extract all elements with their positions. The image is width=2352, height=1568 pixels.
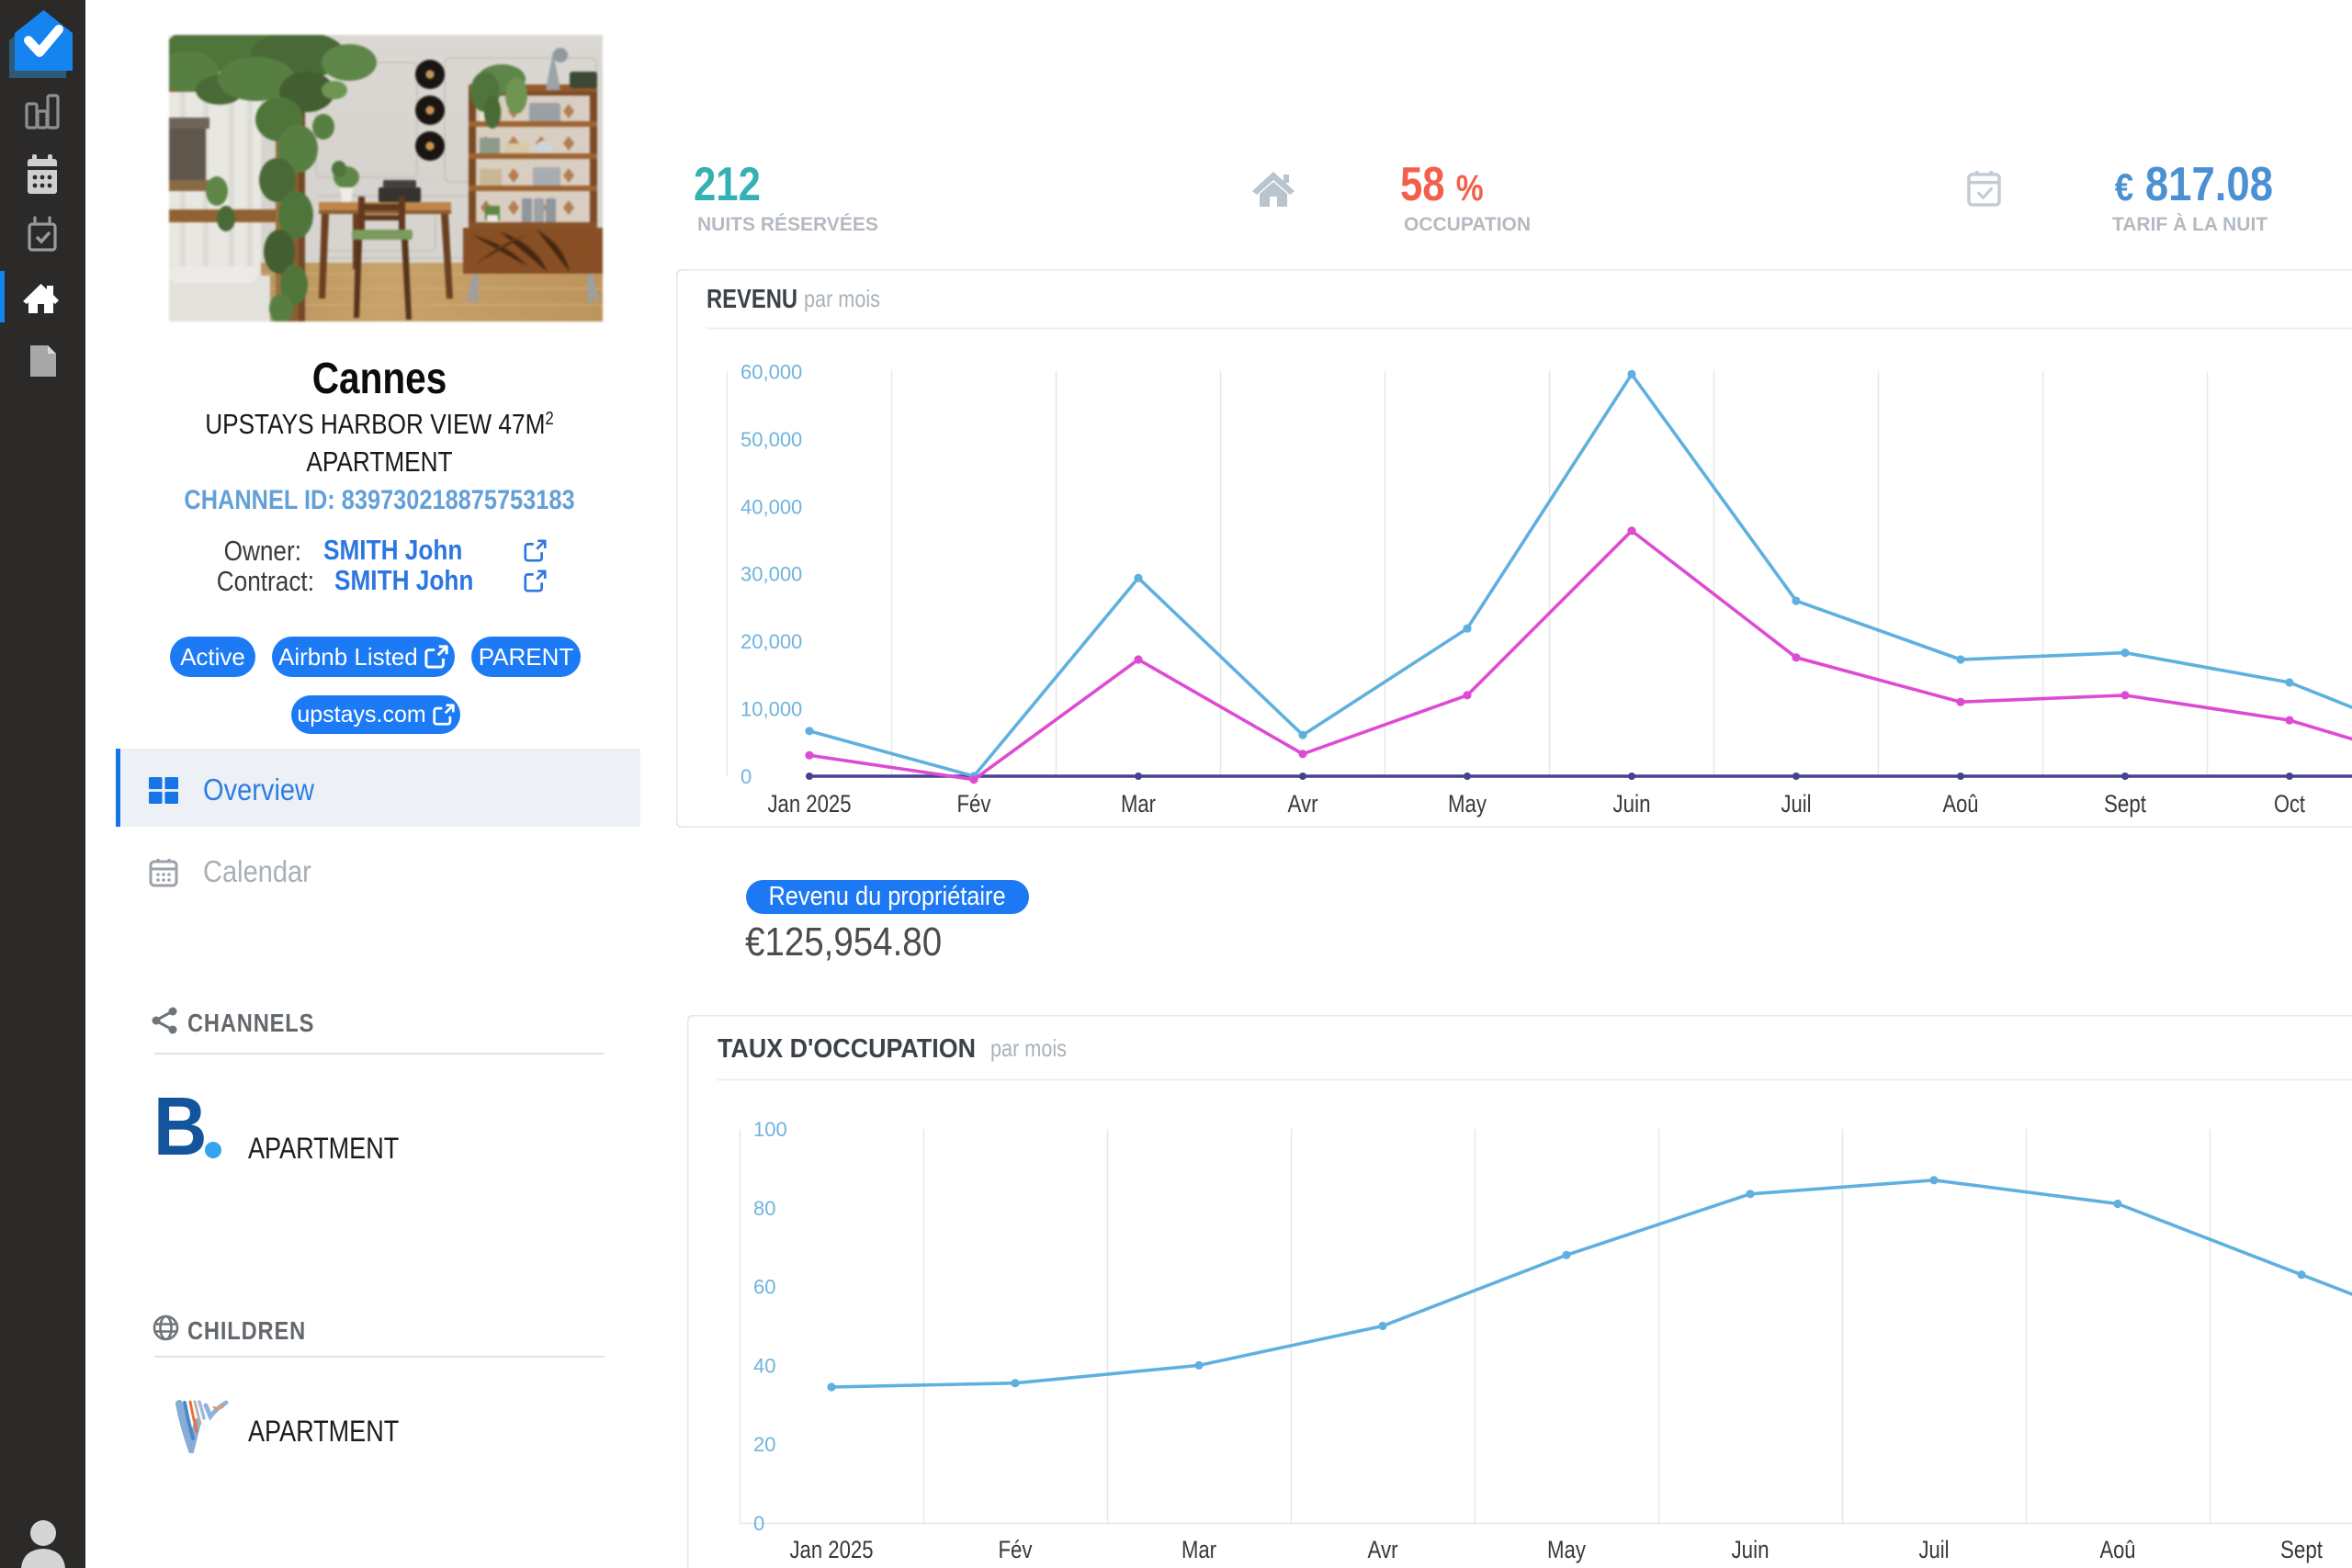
- svg-text:Sept: Sept: [2280, 1536, 2323, 1563]
- svg-text:20: 20: [753, 1433, 775, 1456]
- svg-text:50,000: 50,000: [741, 428, 802, 451]
- svg-text:par mois: par mois: [804, 285, 880, 312]
- svg-text:80: 80: [753, 1197, 775, 1220]
- svg-text:10,000: 10,000: [741, 698, 802, 721]
- svg-text:REVENU: REVENU: [707, 285, 797, 314]
- svg-text:Aoû: Aoû: [1943, 790, 1979, 818]
- svg-text:30,000: 30,000: [741, 563, 802, 586]
- svg-text:Mar: Mar: [1182, 1536, 1216, 1563]
- svg-text:40: 40: [753, 1354, 775, 1377]
- svg-text:20,000: 20,000: [741, 630, 802, 653]
- svg-text:par mois: par mois: [990, 1034, 1067, 1062]
- svg-text:Aoû: Aoû: [2100, 1536, 2136, 1563]
- svg-text:Avr: Avr: [1288, 790, 1318, 818]
- svg-text:Juin: Juin: [1732, 1536, 1770, 1563]
- svg-text:TAUX D'OCCUPATION: TAUX D'OCCUPATION: [718, 1034, 976, 1064]
- svg-text:Fév: Fév: [999, 1536, 1033, 1563]
- svg-text:40,000: 40,000: [741, 495, 802, 518]
- svg-text:0: 0: [741, 765, 752, 788]
- svg-text:Mar: Mar: [1121, 790, 1156, 818]
- svg-text:60: 60: [753, 1276, 775, 1299]
- svg-text:May: May: [1448, 790, 1487, 818]
- svg-text:Jan 2025: Jan 2025: [790, 1536, 874, 1563]
- svg-text:Avr: Avr: [1368, 1536, 1398, 1563]
- svg-text:Juin: Juin: [1613, 790, 1651, 818]
- svg-text:Juil: Juil: [1919, 1536, 1950, 1563]
- svg-text:Oct: Oct: [2274, 790, 2305, 818]
- svg-text:May: May: [1547, 1536, 1586, 1563]
- svg-text:0: 0: [753, 1512, 764, 1535]
- svg-text:100: 100: [753, 1118, 787, 1141]
- svg-text:Sept: Sept: [2104, 790, 2146, 818]
- svg-text:60,000: 60,000: [741, 361, 802, 384]
- svg-text:Juil: Juil: [1781, 790, 1812, 818]
- svg-text:Fév: Fév: [957, 790, 991, 818]
- svg-text:Jan 2025: Jan 2025: [768, 790, 852, 818]
